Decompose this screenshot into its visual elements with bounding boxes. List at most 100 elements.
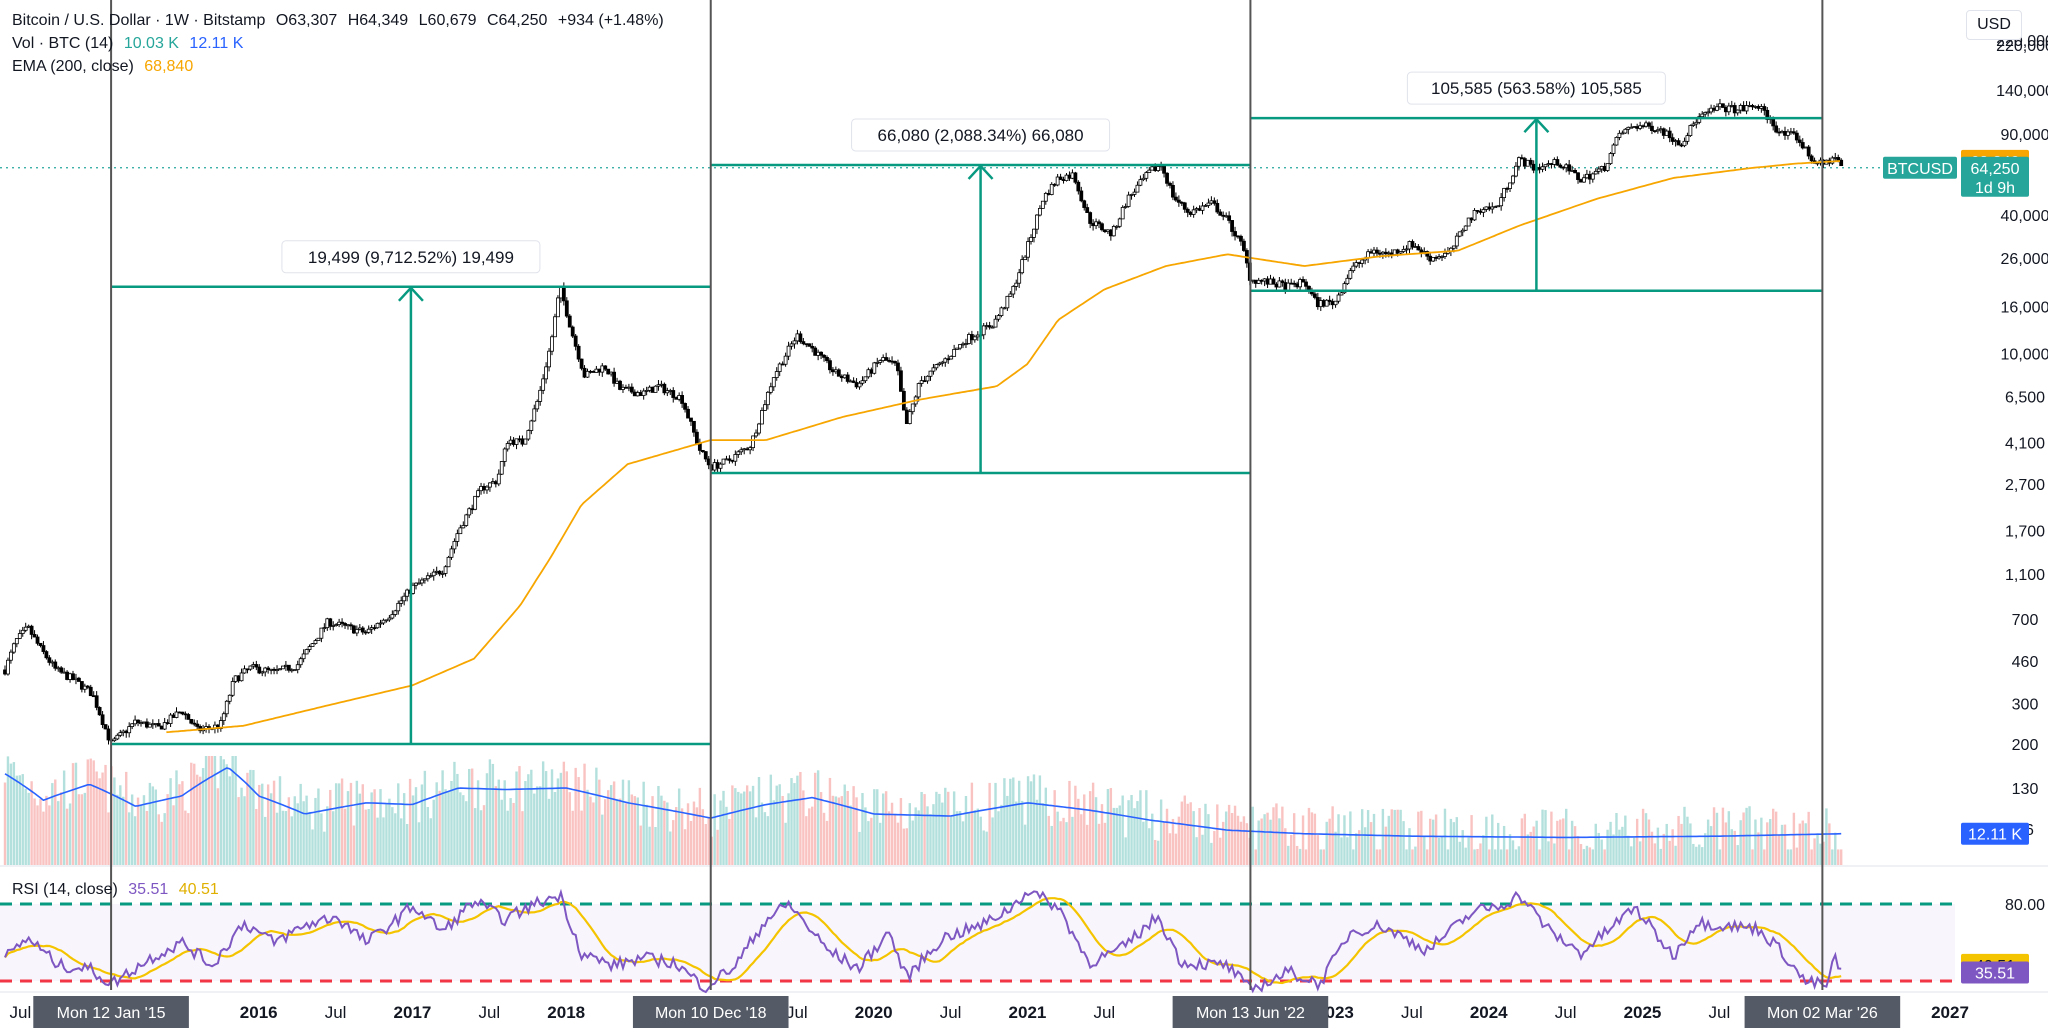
candle-body <box>1280 280 1285 283</box>
volume-bar <box>1825 808 1828 865</box>
volume-bar <box>429 818 432 865</box>
volume-bar <box>1201 834 1204 865</box>
candle-body <box>1150 166 1155 171</box>
candle-body <box>1697 116 1702 123</box>
price-axis-tick: 1,100 <box>2005 567 2045 584</box>
candle-body <box>3 669 7 675</box>
candle-body <box>946 358 951 361</box>
volume-bar <box>222 759 226 865</box>
candle-body <box>1531 163 1536 171</box>
volume-bar <box>896 822 900 865</box>
candle-body <box>532 408 537 422</box>
volume-bar <box>1677 815 1680 865</box>
volume-bar <box>1035 799 1039 865</box>
time-axis-tick: Jul <box>1555 1003 1577 1022</box>
volume-bar <box>450 781 453 865</box>
candle-body <box>1049 183 1054 195</box>
volume-bar <box>405 823 409 865</box>
volume-bar <box>237 797 240 865</box>
volume-bar <box>142 795 146 865</box>
volume-bar <box>958 811 962 865</box>
volume-bar <box>1112 807 1116 865</box>
price-axis-tick: 10,000 <box>2001 346 2048 363</box>
volume-bar <box>447 791 450 865</box>
candle-body <box>1780 131 1784 134</box>
candle-body <box>372 627 377 630</box>
candle-body <box>384 619 389 622</box>
candle-body <box>1259 279 1264 282</box>
volume-bar <box>1272 807 1275 865</box>
candle-body <box>1685 135 1690 142</box>
volume-bar <box>1343 815 1346 865</box>
candle-body <box>446 556 451 568</box>
volume-bar <box>683 829 687 865</box>
volume-bar <box>382 817 385 865</box>
time-axis-tick: Jul <box>325 1003 347 1022</box>
volume-bar <box>849 805 852 865</box>
candle-body <box>88 686 93 697</box>
volume-bar <box>1638 841 1642 865</box>
rsi-axis-tick: 80.00 <box>2005 897 2045 914</box>
volume-bar <box>204 756 208 865</box>
candle-body <box>813 347 818 356</box>
volume-bar <box>541 761 545 865</box>
volume-bar <box>1168 833 1172 865</box>
volume-bar <box>1369 822 1373 865</box>
volume-bar <box>113 777 116 865</box>
volume-bar <box>1550 811 1553 865</box>
candle-body <box>1114 225 1119 228</box>
candle-body <box>1413 246 1418 248</box>
legend-rsi: RSI (14, close) 35.51 40.51 <box>12 879 225 901</box>
candle-body <box>851 380 856 383</box>
candle-body <box>1401 248 1406 252</box>
volume-bar <box>349 782 353 865</box>
candle-body <box>1188 212 1193 215</box>
candle-body <box>1599 166 1604 170</box>
volume-bar <box>1151 813 1154 865</box>
symbol-tag <box>1883 156 1957 179</box>
candle-body <box>1552 159 1557 165</box>
candle-body <box>325 618 330 629</box>
candle-body <box>257 666 262 674</box>
candle-body <box>1206 202 1211 206</box>
candle-body <box>928 370 933 377</box>
candle-body <box>289 669 294 672</box>
candle-body <box>692 420 696 433</box>
candle-body <box>464 514 469 526</box>
volume-bar <box>1328 818 1331 865</box>
candle-body <box>1570 169 1575 172</box>
volume-bar <box>133 816 137 865</box>
currency-button[interactable]: USD <box>1966 10 2022 40</box>
candle-body <box>1336 294 1341 302</box>
candle-body <box>1744 105 1749 112</box>
candle-body <box>1514 165 1518 177</box>
volume-bar <box>884 791 888 865</box>
candle-body <box>1008 293 1013 297</box>
candle-body <box>272 668 276 671</box>
time-axis-tick: Jul <box>786 1003 808 1022</box>
volume-bar <box>524 781 527 865</box>
volume-bar <box>1461 830 1464 865</box>
volume-bar <box>1431 819 1435 865</box>
candle-body <box>1126 194 1131 207</box>
volume-bar <box>1038 775 1042 865</box>
volume-bar <box>846 790 849 865</box>
volume-bar <box>1346 837 1349 865</box>
candle-body <box>59 667 64 673</box>
candle-body <box>434 570 439 573</box>
candle-body <box>1111 226 1116 237</box>
volume-bar <box>1355 833 1358 865</box>
candle-body <box>603 365 608 370</box>
candle-body <box>1487 206 1492 210</box>
volume-bar <box>760 802 764 865</box>
candle-body <box>230 681 235 696</box>
candle-body <box>334 624 339 626</box>
candle-body <box>887 359 891 362</box>
candle-body <box>1082 200 1087 208</box>
candle-body <box>346 624 350 627</box>
volume-bar <box>101 772 104 865</box>
price-tag-text: 35.51 <box>1975 966 2015 983</box>
candle-body <box>1378 252 1382 255</box>
volume-bar <box>1496 822 1500 865</box>
